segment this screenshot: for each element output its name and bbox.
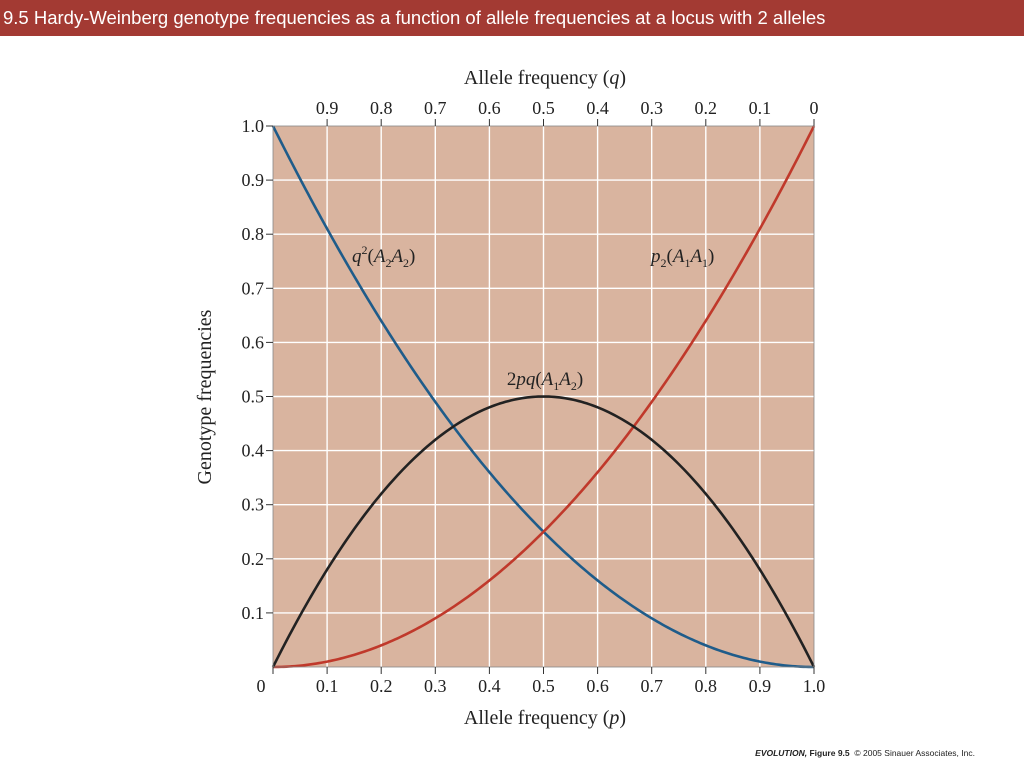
q2-curve-label: q2(A2A2) [352,243,415,270]
x-tick-label: 0.9 [749,676,772,696]
y-tick-label: 0.9 [242,170,265,190]
credit-book: EVOLUTION, [755,748,808,758]
y-tick-label: 0.4 [242,441,265,461]
y-tick-label: 0.7 [242,278,265,298]
x-tick-label: 0.4 [478,676,501,696]
top-x-tick-label: 0.9 [316,98,339,118]
axes: 0 0.1 0.2 0.3 0.4 0.5 0.6 0.7 0.8 0.9 1.0 0.9 0.8 0.7… [242,98,826,696]
pq2-curve-label: 2pq(A1A2) [507,369,583,393]
top-x-tick-label: 0.7 [424,98,447,118]
top-x-tick-label: 0 [810,98,819,118]
top-x-tick-label: 0.2 [695,98,718,118]
x-tick-label: 0.5 [532,676,555,696]
credit-copyright: © 2005 Sinauer Associates, Inc. [854,748,975,758]
x-tick-label: 0.2 [370,676,393,696]
bottom-axis-label: Allele frequency (p) [464,707,626,729]
curves [271,125,816,669]
x-tick-label: 0.6 [586,676,609,696]
y-tick-label: 0.5 [242,387,265,407]
top-x-tick-label: 0.3 [640,98,663,118]
figure-credit: EVOLUTION, Figure 9.5 © 2005 Sinauer Ass… [755,748,975,758]
x-tick-label: 0.1 [316,676,339,696]
top-x-tick-label: 0.8 [370,98,393,118]
y-axis-label: Genotype frequencies [194,309,216,484]
y-tick-label: 0.1 [242,603,265,623]
y-tick-label: 0.3 [242,495,265,515]
p2-curve-label: p2(A1A1) [649,246,714,270]
grid-lines [273,126,814,667]
y-tick-label: 0.2 [242,549,265,569]
y-tick-label: 0.8 [242,224,265,244]
x-tick-label: 0.7 [640,676,663,696]
slide-title: 9.5 Hardy-Weinberg genotype frequencies … [0,0,1024,36]
x-tick-label: 0.8 [695,676,718,696]
x-tick-label: 0 [257,676,266,696]
x-tick-label: 0.3 [424,676,447,696]
credit-figure: Figure 9.5 [809,748,850,758]
curve-p2 [272,125,816,669]
curve-pq2 [271,395,816,668]
x-tick-label: 1.0 [803,676,826,696]
y-tick-label: 0.6 [242,332,265,352]
top-x-tick-label: 0.4 [586,98,609,118]
top-axis-label: Allele frequency (q) [464,67,626,89]
top-x-tick-label: 0.5 [532,98,555,118]
y-tick-label: 1.0 [242,116,265,136]
top-x-tick-label: 0.1 [749,98,772,118]
top-x-tick-label: 0.6 [478,98,501,118]
